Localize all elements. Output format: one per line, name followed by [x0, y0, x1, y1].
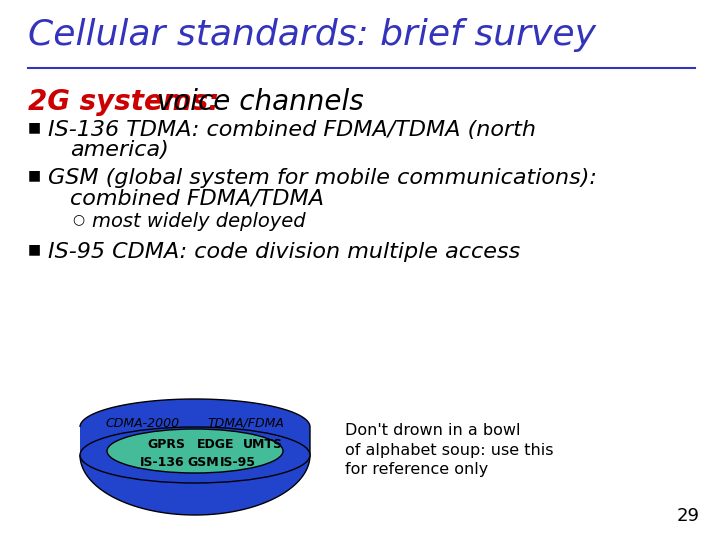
Text: CDMA-2000: CDMA-2000 — [105, 417, 179, 430]
Text: 29: 29 — [677, 507, 700, 525]
Text: GSM: GSM — [187, 456, 219, 469]
Ellipse shape — [107, 429, 283, 473]
Text: ○: ○ — [72, 212, 84, 226]
Text: 2G systems:: 2G systems: — [28, 88, 220, 116]
Text: ■: ■ — [28, 168, 41, 182]
Text: IS-136: IS-136 — [140, 456, 184, 469]
Text: IS-136 TDMA: combined FDMA/TDMA (north: IS-136 TDMA: combined FDMA/TDMA (north — [48, 120, 536, 140]
PathPatch shape — [80, 399, 310, 515]
Text: ■: ■ — [28, 242, 41, 256]
Text: IS-95 CDMA: code division multiple access: IS-95 CDMA: code division multiple acces… — [48, 242, 521, 262]
Text: Don't drown in a bowl
of alphabet soup: use this
for reference only: Don't drown in a bowl of alphabet soup: … — [345, 423, 554, 477]
Text: GPRS: GPRS — [147, 438, 185, 451]
Text: IS-95: IS-95 — [220, 456, 256, 469]
Text: america): america) — [70, 140, 168, 160]
Text: TDMA/FDMA: TDMA/FDMA — [207, 417, 284, 430]
Text: most widely deployed: most widely deployed — [92, 212, 305, 231]
Text: ■: ■ — [28, 120, 41, 134]
Text: Cellular standards: brief survey: Cellular standards: brief survey — [28, 18, 596, 52]
Text: EDGE: EDGE — [197, 438, 235, 451]
Text: voice channels: voice channels — [148, 88, 364, 116]
Text: GSM (global system for mobile communications):: GSM (global system for mobile communicat… — [48, 168, 597, 188]
Ellipse shape — [80, 427, 310, 483]
Text: UMTS: UMTS — [243, 438, 283, 451]
Text: combined FDMA/TDMA: combined FDMA/TDMA — [70, 188, 324, 208]
